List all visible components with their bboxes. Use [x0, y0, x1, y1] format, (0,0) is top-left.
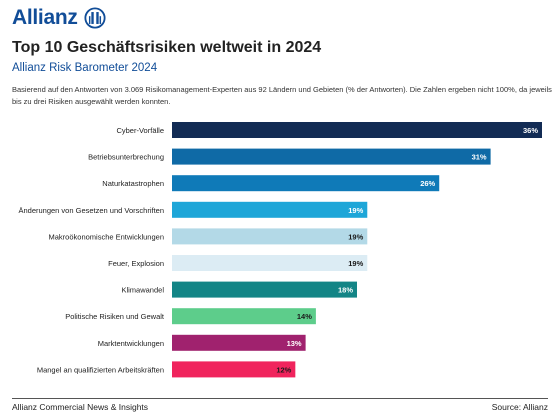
- header: Allianz: [12, 6, 106, 30]
- footer-divider: [12, 398, 548, 399]
- bar-value-label: 36%: [523, 126, 538, 135]
- bar: [172, 308, 316, 325]
- category-label: Betriebsunterbrechung: [88, 153, 164, 162]
- category-label: Änderungen von Gesetzen und Vorschriften: [18, 206, 164, 215]
- bar-value-label: 18%: [338, 286, 353, 295]
- brand-name: Allianz: [12, 6, 78, 29]
- chart-subtitle: Allianz Risk Barometer 2024: [12, 62, 158, 74]
- category-label: Klimawandel: [121, 286, 164, 295]
- footer-source-publication: Allianz Commercial News & Insights: [12, 402, 149, 412]
- chart-description: Basierend auf den Antworten von 3.069 Ri…: [12, 85, 552, 106]
- category-label: Cyber-Vorfälle: [116, 126, 164, 135]
- bar-value-label: 19%: [348, 259, 363, 268]
- bar-value-label: 19%: [348, 232, 363, 241]
- category-label: Feuer, Explosion: [108, 259, 164, 268]
- bar: [172, 361, 296, 378]
- bar-value-label: 14%: [297, 312, 312, 321]
- bar-chart: Cyber-Vorfälle 36% Betriebsunterbrechung 31…: [18, 122, 542, 378]
- bar-value-label: 31%: [472, 153, 487, 162]
- category-label: Politische Risiken und Gewalt: [65, 312, 165, 321]
- bar: [172, 201, 368, 218]
- footer-source: Source: Allianz: [491, 402, 548, 412]
- bar: [172, 122, 542, 138]
- allianz-logo-icon: [84, 7, 106, 29]
- category-label: Mangel an qualifizierten Arbeitskräften: [37, 365, 164, 374]
- category-label: Makroökonomische Entwicklungen: [49, 232, 164, 241]
- bar-value-label: 12%: [276, 365, 291, 374]
- bar-value-label: 26%: [420, 179, 435, 188]
- bar-value-label: 19%: [348, 206, 363, 215]
- category-label: Naturkatastrophen: [102, 179, 164, 188]
- bar: [172, 175, 440, 192]
- bar: [172, 281, 357, 298]
- bar: [172, 334, 306, 351]
- bar: [172, 228, 368, 245]
- bar: [172, 148, 491, 165]
- bar: [172, 255, 368, 271]
- chart-title: Top 10 Geschäftsrisiken weltweit in 2024: [12, 39, 322, 56]
- bar-value-label: 13%: [287, 339, 302, 348]
- category-label: Marktentwicklungen: [98, 339, 164, 348]
